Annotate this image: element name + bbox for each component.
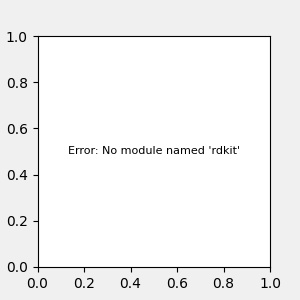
Text: Error: No module named 'rdkit': Error: No module named 'rdkit' [68, 146, 240, 157]
